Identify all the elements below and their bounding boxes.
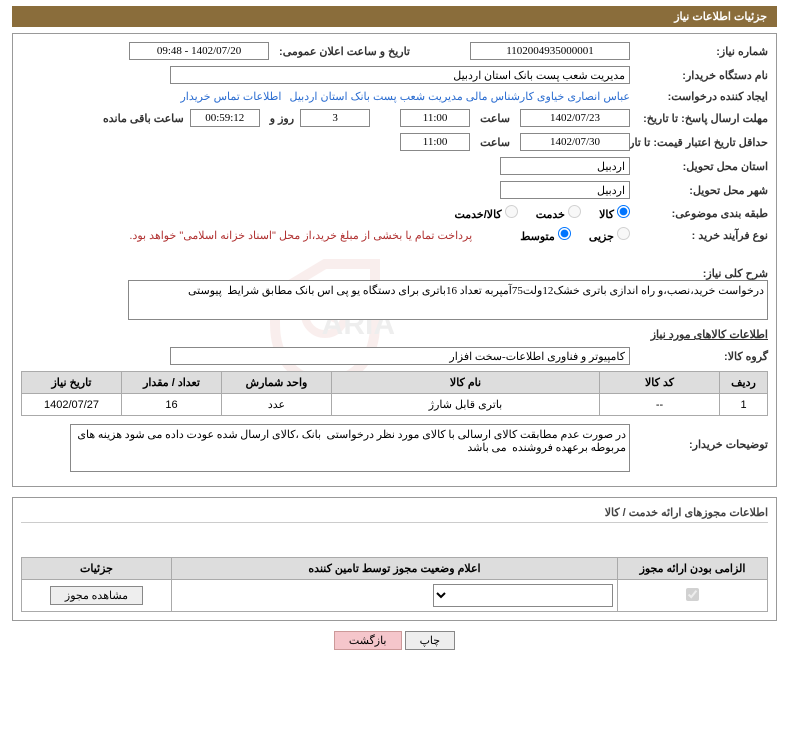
- col-row: ردیف: [720, 372, 768, 394]
- col-date: تاریخ نیاز: [22, 372, 122, 394]
- permit-mandatory-checkbox: [686, 588, 699, 601]
- desc-textarea: [128, 280, 768, 320]
- cell-qty: 16: [122, 394, 222, 416]
- purchase-type-label: نوع فرآیند خرید :: [630, 229, 768, 242]
- pt-medium-option[interactable]: متوسط: [520, 227, 571, 243]
- cat-goods-radio[interactable]: [617, 205, 630, 218]
- pcol-mandatory: الزامی بودن ارائه مجوز: [618, 558, 768, 580]
- pcol-status: اعلام وضعیت مجوز توسط تامین کننده: [172, 558, 618, 580]
- goods-section-title: اطلاعات کالاهای مورد نیاز: [21, 328, 768, 341]
- cat-service-option[interactable]: خدمت: [536, 205, 581, 221]
- validity-date-field: [520, 133, 630, 151]
- buyer-org-label: نام دستگاه خریدار:: [630, 69, 768, 82]
- buyer-org-field: [170, 66, 630, 84]
- requester-label: ایجاد کننده درخواست:: [630, 90, 768, 103]
- pt-small-option[interactable]: جزیی: [589, 227, 630, 243]
- col-qty: تعداد / مقدار: [122, 372, 222, 394]
- print-button[interactable]: چاپ: [405, 631, 456, 650]
- permit-row: مشاهده مجوز: [22, 580, 768, 612]
- buyer-contact-link[interactable]: اطلاعات تماس خریدار: [180, 90, 281, 103]
- permit-status-cell: [172, 580, 618, 612]
- goods-table: ردیف کد کالا نام کالا واحد شمارش تعداد /…: [21, 371, 768, 416]
- permit-status-select[interactable]: [433, 584, 613, 607]
- pt-small-radio: [617, 227, 630, 240]
- cell-row: 1: [720, 394, 768, 416]
- group-field: [170, 347, 630, 365]
- remaining-time-field: [190, 109, 260, 127]
- col-unit: واحد شمارش: [222, 372, 332, 394]
- validity-time-field: [400, 133, 470, 151]
- back-button[interactable]: بازگشت: [334, 631, 402, 650]
- category-label: طبقه بندی موضوعی:: [630, 207, 768, 220]
- province-field: [500, 157, 630, 175]
- pt-medium-radio[interactable]: [558, 227, 571, 240]
- permits-panel: اطلاعات مجوزهای ارائه خدمت / کالا الزامی…: [12, 497, 777, 621]
- page-header: جزئیات اطلاعات نیاز: [12, 6, 777, 27]
- col-code: کد کالا: [600, 372, 720, 394]
- need-no-label: شماره نیاز:: [630, 45, 768, 58]
- payment-note: پرداخت تمام یا بخشی از مبلغ خرید،از محل …: [129, 229, 472, 242]
- need-no-field: [470, 42, 630, 60]
- deadline-date-field: [520, 109, 630, 127]
- validity-label: حداقل تاریخ اعتبار قیمت: تا تاریخ:: [630, 136, 768, 149]
- deadline-time-field: [400, 109, 470, 127]
- buyer-notes-textarea: [70, 424, 630, 472]
- days-field: [300, 109, 370, 127]
- table-row: 1 -- باتری قابل شارژ عدد 16 1402/07/27: [22, 394, 768, 416]
- time-label-1: ساعت: [476, 112, 510, 125]
- cell-code: --: [600, 394, 720, 416]
- cat-both-radio: [505, 205, 518, 218]
- permits-header: اطلاعات مجوزهای ارائه خدمت / کالا: [21, 506, 768, 523]
- col-name: نام کالا: [332, 372, 600, 394]
- deadline-label: مهلت ارسال پاسخ: تا تاریخ:: [630, 112, 768, 125]
- pcol-details: جزئیات: [22, 558, 172, 580]
- permits-table: الزامی بودن ارائه مجوز اعلام وضعیت مجوز …: [21, 557, 768, 612]
- remain-suffix: ساعت باقی مانده: [99, 112, 184, 125]
- page-title: جزئیات اطلاعات نیاز: [674, 11, 767, 23]
- permit-details-cell: مشاهده مجوز: [22, 580, 172, 612]
- cat-service-radio: [568, 205, 581, 218]
- main-panel: ARIA شماره نیاز: تاریخ و ساعت اعلان عموم…: [12, 33, 777, 487]
- permit-mandatory-cell: [618, 580, 768, 612]
- requester-value: عباس انصاری خیاوی کارشناس مالی مدیریت شع…: [289, 90, 630, 103]
- announce-label: تاریخ و ساعت اعلان عمومی:: [275, 45, 410, 58]
- view-permit-button[interactable]: مشاهده مجوز: [50, 586, 143, 605]
- cell-date: 1402/07/27: [22, 394, 122, 416]
- cat-both-option[interactable]: کالا/خدمت: [454, 205, 517, 221]
- cell-unit: عدد: [222, 394, 332, 416]
- group-label: گروه کالا:: [630, 350, 768, 363]
- action-buttons: چاپ بازگشت: [0, 631, 789, 650]
- cat-goods-option[interactable]: کالا: [599, 205, 630, 221]
- desc-label: شرح کلی نیاز:: [630, 263, 768, 280]
- province-label: استان محل تحویل:: [630, 160, 768, 173]
- announce-field: [129, 42, 269, 60]
- days-suffix: روز و: [266, 112, 294, 125]
- time-label-2: ساعت: [476, 136, 510, 149]
- cell-name: باتری قابل شارژ: [332, 394, 600, 416]
- buyer-notes-label: توضیحات خریدار:: [630, 424, 768, 451]
- city-field: [500, 181, 630, 199]
- city-label: شهر محل تحویل:: [630, 184, 768, 197]
